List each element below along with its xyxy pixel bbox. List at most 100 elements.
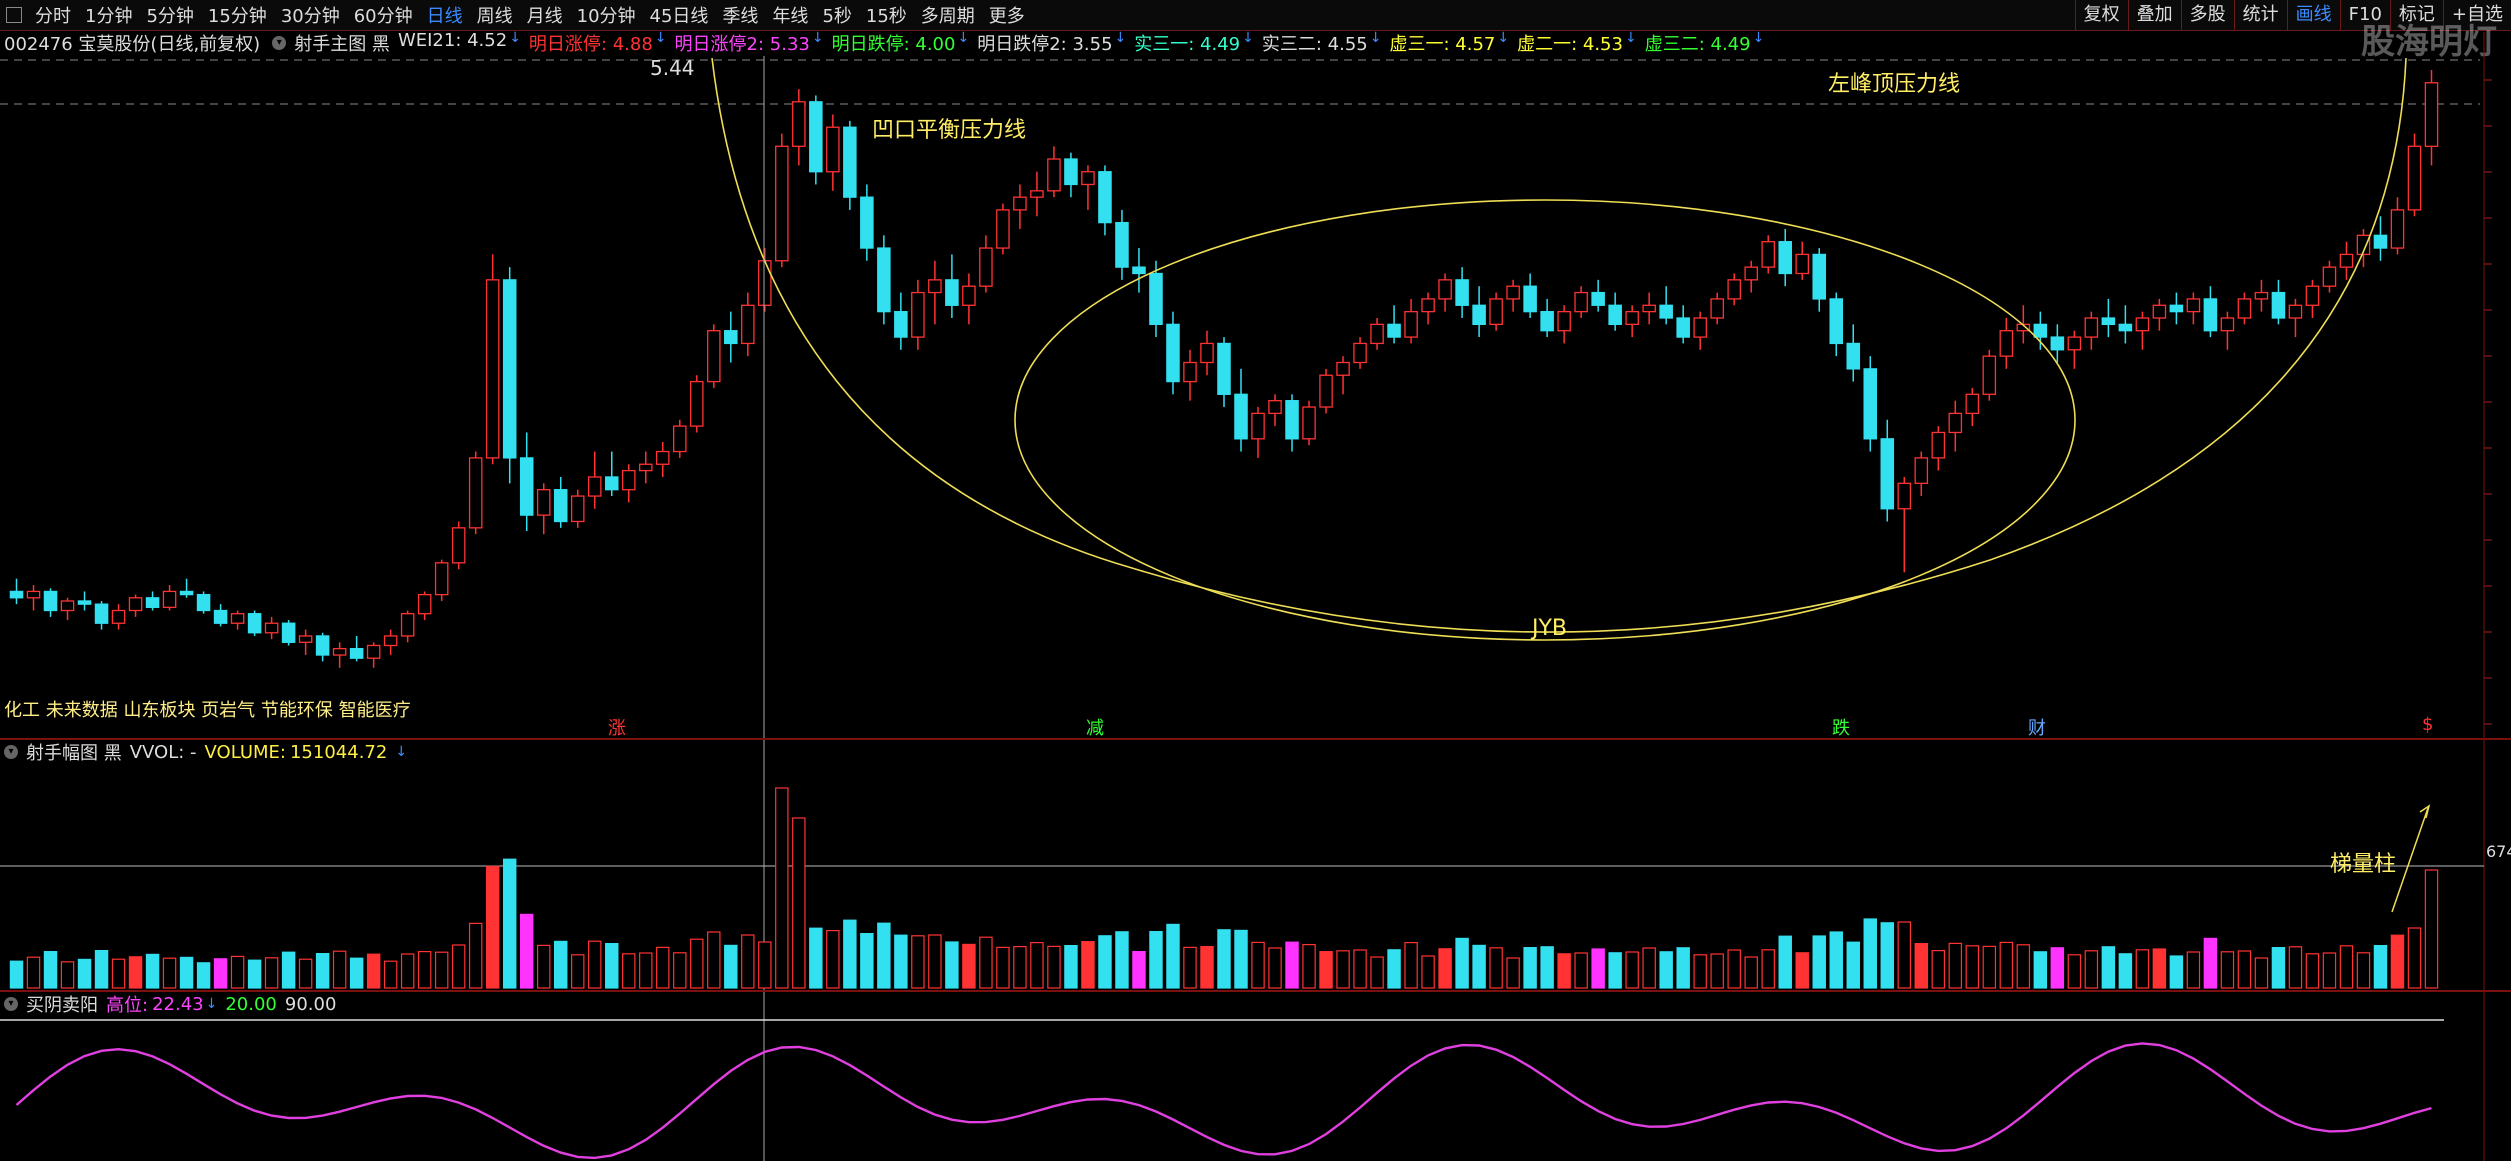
volume-bar [843,919,857,989]
collapse-icon[interactable]: ▾ [4,997,18,1011]
timeframe-tab[interactable]: 分时 [35,6,71,27]
volume-bar [1115,931,1129,989]
volume-bar [451,944,466,989]
candle-body [1302,406,1316,440]
down-arrow-icon: ↓ [1497,30,1510,46]
volume-bar [707,931,721,989]
timeframe-tab[interactable]: 季线 [722,6,759,27]
volume-bar [43,950,58,989]
volume-bar [1693,954,1707,989]
candle-body [1761,241,1775,268]
volume-bar [1761,949,1775,989]
volume-bar [1319,950,1333,989]
candle-body [1251,412,1265,440]
candle-body [1506,285,1520,300]
toolbar-button[interactable]: 标记 [2389,0,2443,30]
candle-body [1421,298,1435,313]
volume-bar [1574,952,1588,989]
toolbar-button[interactable]: 统计 [2233,0,2287,30]
timeframe-tab[interactable]: 年线 [772,6,809,27]
volume-bar [622,953,636,989]
jyb-ellipse [1014,199,2076,641]
timeframe-tab[interactable]: 多周期 [920,6,975,27]
candle-body [1931,431,1946,459]
candle-body [792,101,806,147]
volume-bar [1625,951,1639,989]
osc-panel-title[interactable]: 买阴卖阳 [26,995,98,1016]
volume-bar [1455,937,1469,989]
timeframe-toolbar: 分时 1分钟 5分钟 15分钟 30分钟 60分钟 日线 周线 月线 10分钟 45日线 季线 年线 5秒… [0,0,2511,31]
candle-body [1659,304,1673,319]
toolbar-button[interactable]: 多股 [2180,0,2234,30]
toolbar-button[interactable]: 复权 [2074,0,2128,30]
timeframe-tab[interactable]: 5分钟 [146,6,194,27]
candle-body [349,648,364,659]
candle-body [1013,196,1027,211]
volume-bar [1914,942,1929,989]
candle-body [1472,304,1486,326]
candle-body [1455,279,1469,306]
candle-body [2288,304,2303,319]
volume-bar [2220,951,2235,989]
volume-bar [1846,941,1860,989]
timeframe-tab[interactable]: 30分钟 [280,6,340,27]
timeframe-tab[interactable]: 60分钟 [353,6,413,27]
volume-bar [1642,947,1656,989]
volume-bar [2424,869,2439,989]
volume-panel-title[interactable]: 射手幅图 黑 [26,743,122,764]
volume-bar [230,955,245,989]
volume-bar [1013,945,1027,989]
volume-bar [1506,957,1520,989]
timeframe-tab[interactable]: 周线 [476,6,513,27]
timeframe-tab[interactable]: 日线 [426,6,463,27]
indicator-value: 明日跌停2: 3.55 [977,34,1113,55]
toolbar-button[interactable]: 叠加 [2127,0,2181,30]
volume-annotation: 梯量柱 [2330,852,2397,877]
volume-bar [1778,935,1792,989]
volume-bar [162,957,177,989]
collapse-icon[interactable]: ▾ [4,745,18,759]
volume-bar [1200,945,1214,989]
volume-bar [962,943,976,989]
timeframe-tab[interactable]: 月线 [526,6,563,27]
timeframe-tab[interactable]: 更多 [988,6,1025,27]
toolbar-button[interactable]: +自选 [2442,0,2511,30]
candle-body [553,489,568,523]
volume-bar [2339,945,2354,989]
main-indicator-name[interactable]: 射手主图 黑 [294,34,390,55]
down-arrow-icon: ↓ [1242,30,1254,46]
annotation-jyb: JYB [1532,616,1568,641]
annotation-left-peak: 左峰顶压力线 [1828,72,1961,97]
down-arrow-icon: ↓ [811,30,824,46]
candle-body [1744,266,1758,281]
osc-high-label: 高位: [106,995,149,1016]
candle-body [1132,266,1146,275]
candle-body [1557,310,1571,332]
toolbar-button[interactable]: 画线 [2286,0,2340,30]
candle-body [2152,304,2167,319]
volume-bar [945,941,959,989]
timeframe-tab[interactable]: 10分钟 [576,6,636,27]
indicator-value: 虚三二: 4.49 [1644,34,1751,55]
volume-bar [775,787,789,989]
volume-bar [639,952,653,989]
volume-bar [1438,948,1452,989]
toolbar-button[interactable]: F10 [2339,0,2390,30]
volume-bar [2373,944,2388,989]
timeframe-tab[interactable]: 15分钟 [207,6,267,27]
timeframe-tab[interactable]: 15秒 [865,6,907,27]
candle-body [230,613,245,624]
timeframe-tab[interactable]: 1分钟 [85,6,133,27]
menu-icon[interactable] [6,7,22,23]
candle-body [1608,304,1622,326]
volume-bar [2050,947,2065,989]
timeframe-tab[interactable]: 5秒 [822,6,852,27]
candle-body [809,101,823,173]
candle-body [43,590,58,612]
timeframe-tab[interactable]: 45日线 [649,6,709,27]
collapse-icon[interactable]: ▾ [272,36,287,50]
candle-body [655,450,670,465]
candle-body [962,285,976,306]
candle-body [26,590,41,599]
